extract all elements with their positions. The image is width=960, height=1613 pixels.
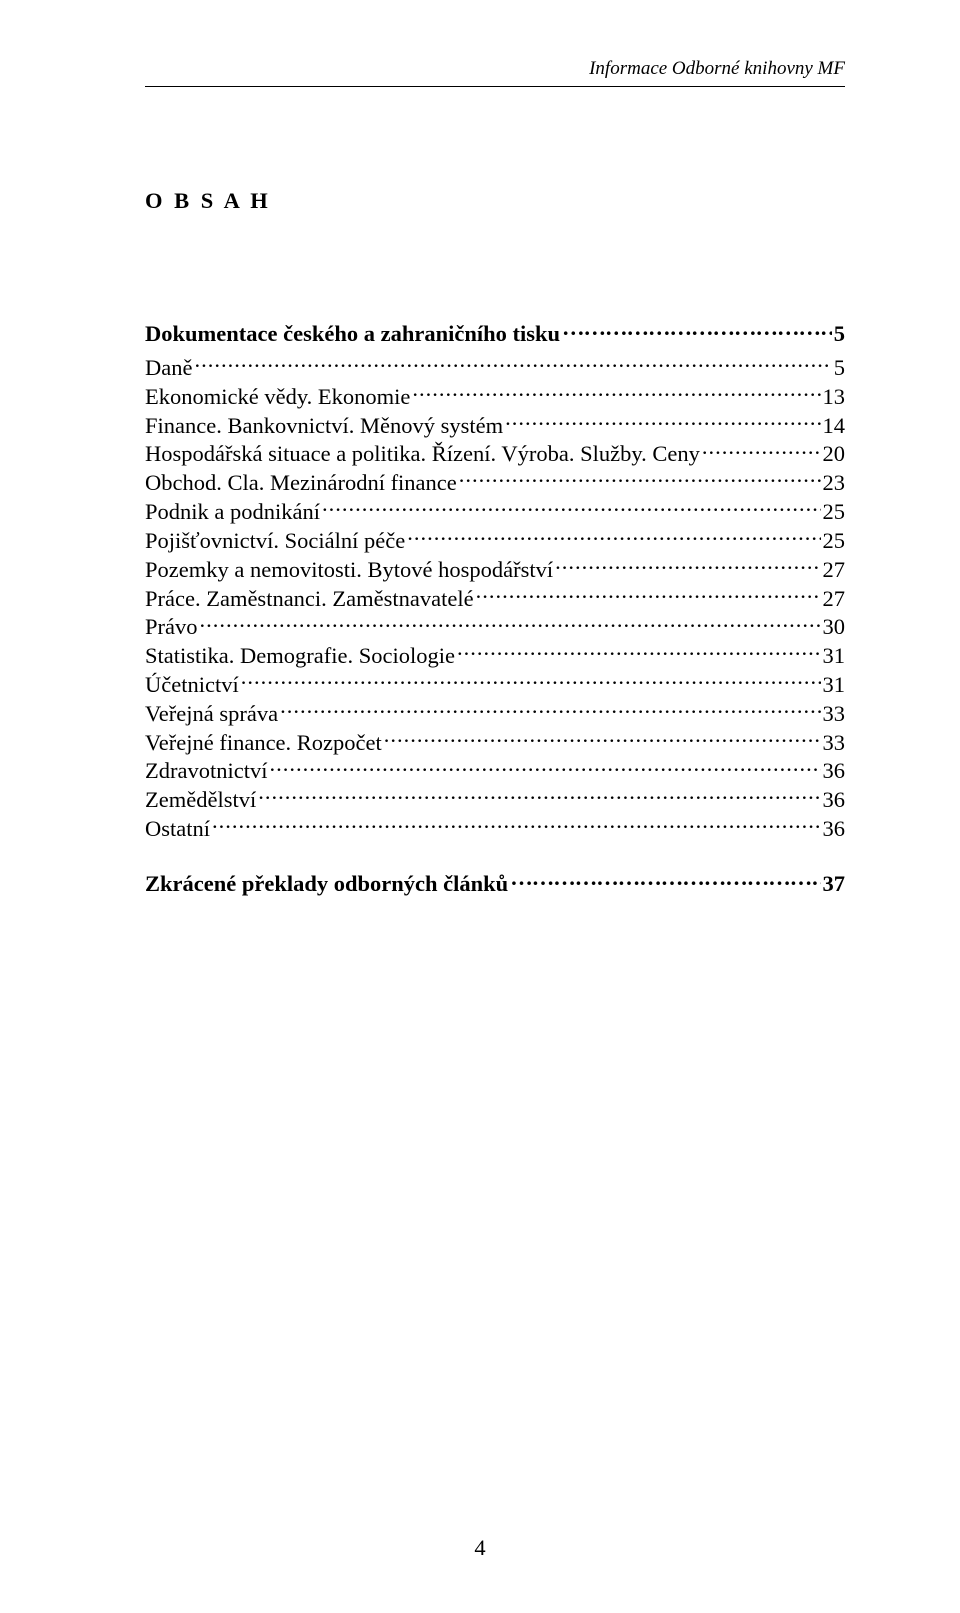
page-number: 4 [0, 1535, 960, 1561]
toc-entry-label: Podnik a podnikání [145, 499, 320, 525]
toc-entry: Finance. Bankovnictví. Měnový systém 14 [145, 410, 845, 439]
toc-leader-dots [269, 756, 820, 779]
toc-entry-label: Právo [145, 614, 198, 640]
toc-entry-label: Obchod. Cla. Mezinárodní finance [145, 470, 457, 496]
toc-leader-dots [505, 410, 820, 433]
toc-entry-label: Zdravotnictví [145, 758, 267, 784]
toc-entry-label: Veřejné finance. Rozpočet [145, 730, 382, 756]
toc-entry: Daně 5 [145, 353, 845, 382]
toc-entry: Ostatní 36 [145, 814, 845, 843]
toc-leader-dots [476, 583, 821, 606]
toc-entry-page: 27 [823, 557, 846, 583]
toc-entry-label: Práce. Zaměstnanci. Zaměstnavatelé [145, 586, 474, 612]
toc-entry: Hospodářská situace a politika. Řízení. … [145, 439, 845, 468]
toc-entry-label: Statistika. Demografie. Sociologie [145, 643, 455, 669]
toc-entry: Pozemky a nemovitosti. Bytové hospodářst… [145, 554, 845, 583]
toc-entry: Pojišťovnictví. Sociální péče 25 [145, 525, 845, 554]
toc-entry: Účetnictví 31 [145, 669, 845, 698]
toc-entry-page: 36 [823, 816, 846, 842]
toc-entry-label: Zemědělství [145, 787, 256, 813]
toc-leader-dots [459, 468, 821, 491]
toc-section-label: Dokumentace českého a zahraničního tisku [145, 321, 560, 347]
toc-entry-page: 23 [823, 470, 846, 496]
toc-entry-label: Ekonomické vědy. Ekonomie [145, 384, 410, 410]
toc-section-title: Zkrácené překlady odborných článků 37 [145, 868, 845, 897]
toc-entry-label: Účetnictví [145, 672, 239, 698]
toc-leader-dots [241, 669, 821, 692]
toc-entry-page: 25 [823, 528, 846, 554]
toc-leader-dots [510, 868, 820, 891]
toc-entry-page: 31 [823, 672, 846, 698]
toc-entry: Zdravotnictví 36 [145, 756, 845, 785]
toc-entry-label: Hospodářská situace a politika. Řízení. … [145, 441, 700, 467]
header-rule [145, 86, 845, 87]
toc-entry-label: Veřejná správa [145, 701, 278, 727]
toc-entry: Podnik a podnikání 25 [145, 497, 845, 526]
toc-entry-page: 36 [823, 787, 846, 813]
toc-leader-dots [322, 497, 821, 520]
toc-leader-dots [555, 554, 820, 577]
running-header: Informace Odborné knihovny MF [589, 58, 845, 80]
toc-section-1: Dokumentace českého a zahraničního tisku… [145, 318, 845, 842]
toc-entry: Práce. Zaměstnanci. Zaměstnavatelé 27 [145, 583, 845, 612]
toc-entry: Veřejná správa 33 [145, 698, 845, 727]
toc-entry: Zemědělství 36 [145, 785, 845, 814]
toc-section-page: 5 [834, 321, 845, 347]
toc-entry-page: 14 [823, 413, 846, 439]
page: Informace Odborné knihovny MF O B S A H … [0, 0, 960, 1613]
toc-entry-page: 36 [823, 758, 846, 784]
toc-entry-page: 25 [823, 499, 846, 525]
toc-entry-page: 31 [823, 643, 846, 669]
toc-section-page: 37 [823, 871, 846, 897]
toc-section-label: Zkrácené překlady odborných článků [145, 871, 508, 897]
toc-leader-dots [212, 814, 821, 837]
toc-entry-label: Ostatní [145, 816, 210, 842]
toc-section-title: Dokumentace českého a zahraničního tisku… [145, 318, 845, 347]
toc-entry: Ekonomické vědy. Ekonomie 13 [145, 381, 845, 410]
toc-leader-dots [702, 439, 821, 462]
toc-leader-dots [407, 525, 820, 548]
toc-heading: O B S A H [145, 188, 845, 214]
toc-entry-page: 33 [823, 730, 846, 756]
toc-entry-label: Daně [145, 355, 192, 381]
toc-section-2: Zkrácené překlady odborných článků 37 [145, 868, 845, 897]
toc-leader-dots [412, 381, 820, 404]
toc-leader-dots [194, 353, 831, 376]
toc-entry: Veřejné finance. Rozpočet 33 [145, 727, 845, 756]
toc-leader-dots [562, 318, 832, 341]
toc-entry-label: Finance. Bankovnictví. Měnový systém [145, 413, 503, 439]
toc-leader-dots [384, 727, 821, 750]
toc-entry: Statistika. Demografie. Sociologie 31 [145, 641, 845, 670]
toc-entry-page: 33 [823, 701, 846, 727]
toc-leader-dots [258, 785, 820, 808]
toc-entry: Právo 30 [145, 612, 845, 641]
toc-leader-dots [457, 641, 821, 664]
toc-entry-label: Pozemky a nemovitosti. Bytové hospodářst… [145, 557, 553, 583]
toc-entry-label: Pojišťovnictví. Sociální péče [145, 528, 405, 554]
toc-entry: Obchod. Cla. Mezinárodní finance 23 [145, 468, 845, 497]
toc-entry-page: 20 [823, 441, 846, 467]
toc-leader-dots [280, 698, 820, 721]
toc-entry-page: 27 [823, 586, 846, 612]
content-area: O B S A H Dokumentace českého a zahranič… [145, 58, 845, 897]
toc-entry-page: 30 [823, 614, 846, 640]
toc-entry-page: 13 [823, 384, 846, 410]
toc-leader-dots [200, 612, 821, 635]
toc-entry-page: 5 [834, 355, 845, 381]
